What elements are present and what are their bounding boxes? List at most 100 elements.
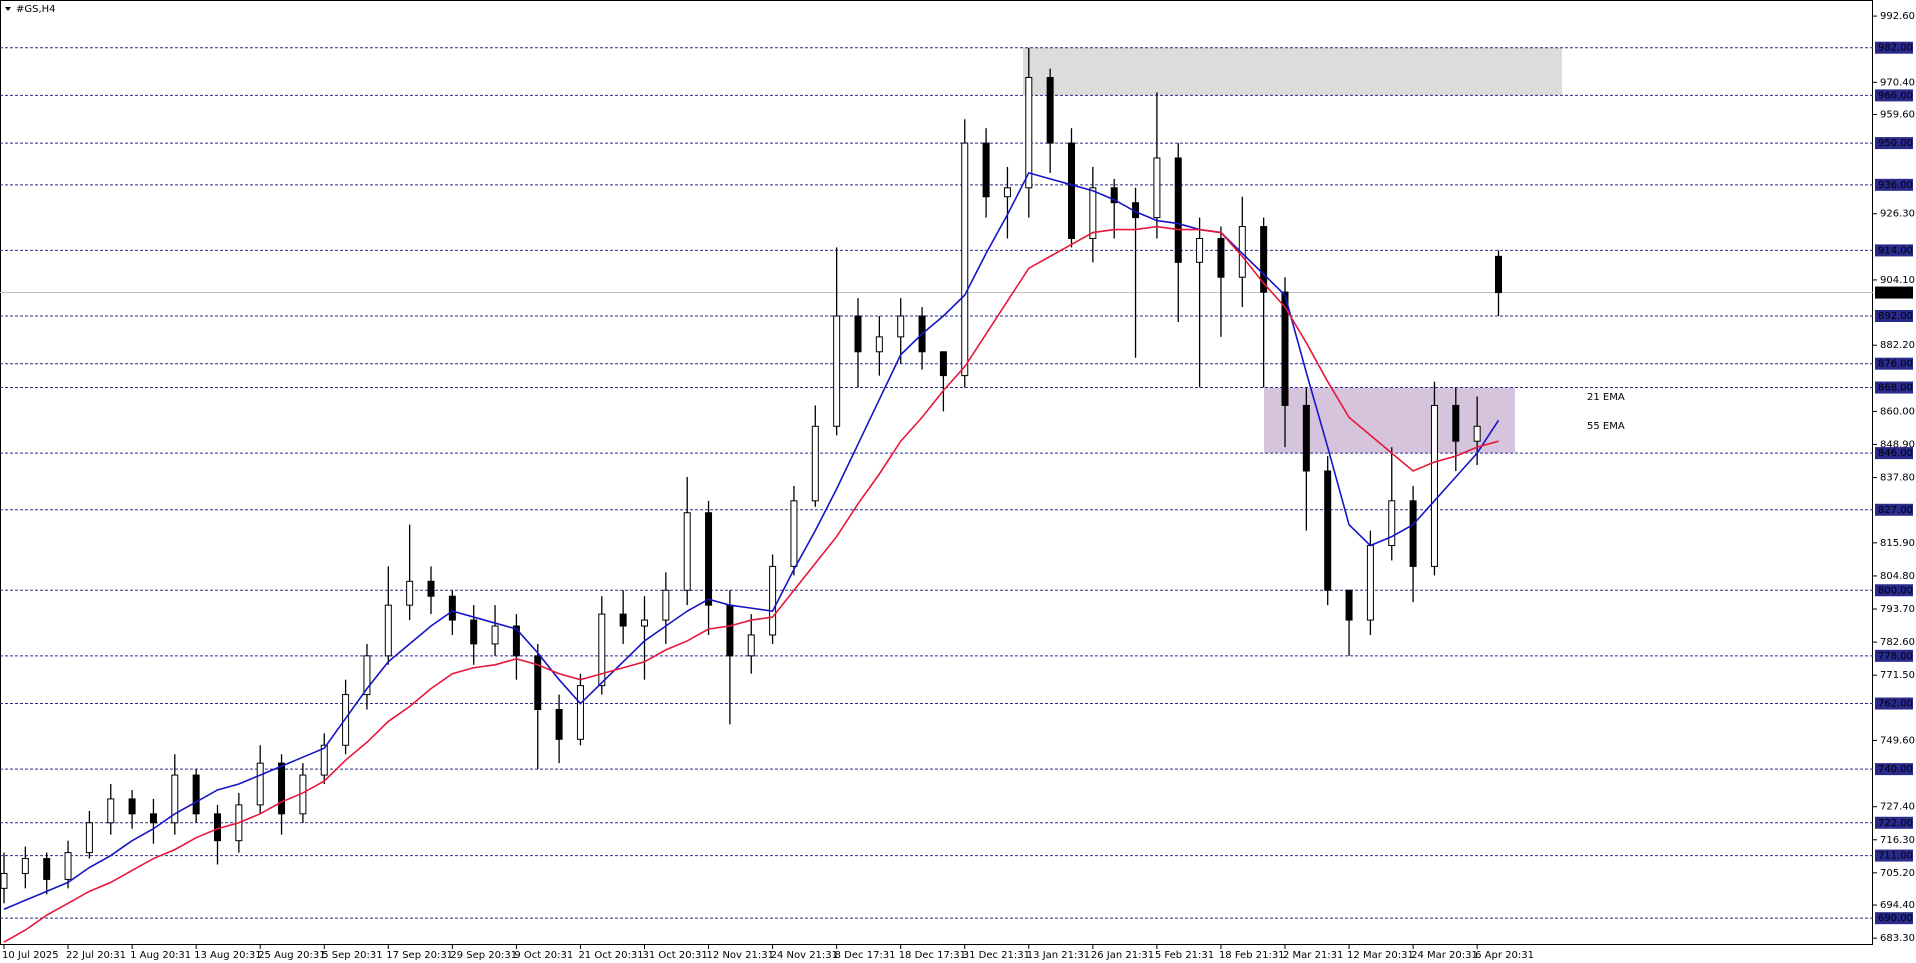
candle-body bbox=[641, 619, 648, 627]
candle-body bbox=[171, 774, 179, 824]
x-tick-label: 2 Mar 21:31 bbox=[1283, 950, 1343, 961]
candle-body bbox=[875, 336, 883, 353]
x-tick-label: 10 Jul 2025 bbox=[2, 950, 59, 961]
candle-body bbox=[363, 655, 371, 696]
y-tick-label: 926.30 bbox=[1880, 209, 1915, 220]
level-label: 722.00 bbox=[1878, 818, 1913, 829]
candle-body bbox=[427, 580, 435, 597]
candle-body bbox=[0, 872, 8, 889]
x-tick-label: 24 Mar 20:31 bbox=[1411, 950, 1478, 961]
level-label-box bbox=[1875, 178, 1913, 191]
y-tick-label: 904.10 bbox=[1880, 275, 1915, 286]
candle-body bbox=[683, 512, 691, 591]
candle-body bbox=[1068, 142, 1075, 239]
x-tick-label: 12 Mar 20:31 bbox=[1347, 950, 1414, 961]
candle-body bbox=[278, 762, 286, 815]
candle-body bbox=[1281, 291, 1289, 406]
level-label: 762.00 bbox=[1878, 699, 1913, 710]
candle-body bbox=[1452, 404, 1460, 442]
level-label-box bbox=[1875, 447, 1913, 460]
level-label: 800.00 bbox=[1878, 585, 1913, 596]
candle-body bbox=[534, 655, 542, 710]
level-label: 966.00 bbox=[1878, 90, 1913, 101]
x-tick-label: 26 Jan 21:31 bbox=[1091, 950, 1154, 961]
x-tick-label: 9 Oct 20:31 bbox=[514, 950, 573, 961]
x-tick-label: 22 Jul 20:31 bbox=[66, 950, 126, 961]
current-price-box bbox=[1875, 286, 1913, 299]
y-tick-label: 771.50 bbox=[1880, 670, 1915, 681]
level-label-box bbox=[1875, 381, 1913, 394]
candle-body bbox=[1260, 226, 1268, 293]
y-tick-label: 683.30 bbox=[1880, 933, 1915, 944]
menu-arrow[interactable] bbox=[5, 7, 11, 11]
candle-body bbox=[149, 813, 157, 824]
y-tick-label: 882.20 bbox=[1880, 340, 1915, 351]
candle-body bbox=[662, 589, 670, 621]
x-tick-label: 18 Feb 21:31 bbox=[1219, 950, 1285, 961]
candle-body bbox=[1473, 425, 1481, 442]
level-label-box bbox=[1875, 244, 1913, 257]
candle-body bbox=[107, 798, 115, 824]
level-label-box bbox=[1875, 697, 1913, 710]
y-tick-label: 694.40 bbox=[1880, 900, 1915, 911]
candle-body bbox=[854, 315, 862, 353]
y-tick-label: 749.60 bbox=[1880, 735, 1915, 746]
x-tick-label: 21 Oct 20:31 bbox=[578, 950, 643, 961]
y-tick-label: 959.60 bbox=[1880, 109, 1915, 120]
level-label: 876.00 bbox=[1878, 359, 1913, 370]
candle-body bbox=[726, 604, 734, 657]
x-tick-label: 17 Sep 20:31 bbox=[386, 950, 453, 961]
current-price-label: 899.86 bbox=[1878, 288, 1913, 299]
candle-body bbox=[598, 613, 606, 687]
x-tick-label: 31 Oct 20:31 bbox=[643, 950, 708, 961]
legend-label: 21 EMA bbox=[1587, 392, 1625, 403]
candle-body bbox=[790, 500, 798, 567]
x-tick-label: 12 Nov 21:31 bbox=[707, 950, 774, 961]
ema-line bbox=[3, 225, 1499, 943]
y-tick-label: 804.80 bbox=[1880, 571, 1915, 582]
y-tick-label: 782.60 bbox=[1880, 637, 1915, 648]
candle-body bbox=[897, 315, 905, 338]
y-tick-label: 815.90 bbox=[1880, 538, 1915, 549]
candle-body bbox=[1153, 157, 1161, 219]
candle-body bbox=[1217, 237, 1225, 278]
candle-body bbox=[1025, 77, 1033, 189]
candle-body bbox=[470, 619, 478, 645]
x-tick-label: 1 Aug 20:31 bbox=[130, 950, 191, 961]
candle-body bbox=[1495, 255, 1502, 294]
y-tick-label: 716.30 bbox=[1880, 835, 1915, 846]
candle-body bbox=[256, 762, 264, 806]
y-tick-label: 837.80 bbox=[1880, 473, 1915, 484]
y-tick-label: 970.40 bbox=[1880, 77, 1915, 88]
candle-body bbox=[619, 613, 627, 627]
level-label-box bbox=[1875, 912, 1913, 925]
candle-body bbox=[1409, 500, 1417, 567]
y-tick-label: 727.40 bbox=[1880, 802, 1915, 813]
candle-body bbox=[1366, 545, 1374, 621]
y-tick-label: 992.60 bbox=[1880, 11, 1915, 22]
level-label: 740.00 bbox=[1878, 764, 1913, 775]
level-label-box bbox=[1875, 584, 1913, 597]
candle-body bbox=[1089, 187, 1097, 239]
candle-body bbox=[1324, 470, 1332, 591]
level-label: 914.00 bbox=[1878, 245, 1913, 256]
candle-body bbox=[747, 634, 755, 657]
level-label: 892.00 bbox=[1878, 311, 1913, 322]
level-label: 827.00 bbox=[1878, 505, 1913, 516]
candle-body bbox=[85, 822, 93, 854]
candle-body bbox=[1003, 187, 1011, 198]
candle-body bbox=[939, 351, 947, 377]
x-tick-label: 31 Dec 21:31 bbox=[963, 950, 1030, 961]
y-tick-label: 705.20 bbox=[1880, 868, 1915, 879]
candle-body bbox=[342, 694, 350, 746]
level-label: 936.00 bbox=[1878, 180, 1913, 191]
level-label: 982.00 bbox=[1878, 43, 1913, 54]
candle-body bbox=[1110, 187, 1118, 204]
candle-body bbox=[982, 142, 990, 198]
candle-body bbox=[1046, 77, 1054, 144]
candle-body bbox=[705, 512, 713, 606]
candle-body bbox=[128, 798, 136, 815]
level-label-box bbox=[1875, 89, 1913, 102]
x-tick-label: 6 Apr 20:31 bbox=[1475, 950, 1534, 961]
